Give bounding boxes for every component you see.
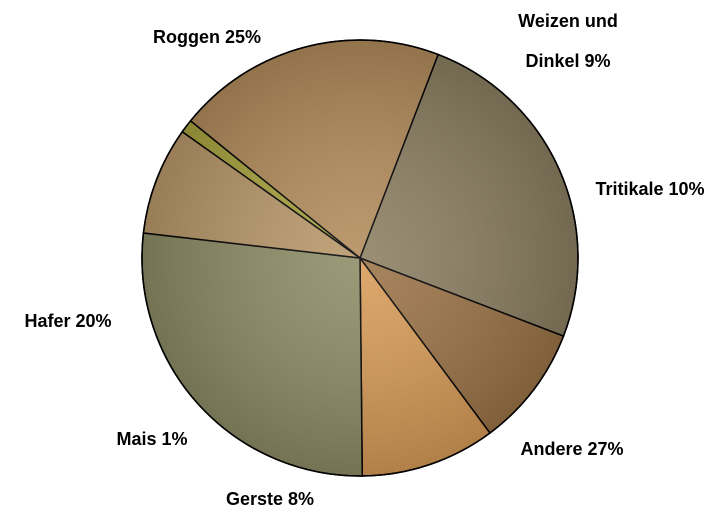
slice-label: Hafer 20% <box>24 311 111 331</box>
slice-label: Dinkel 9% <box>525 51 610 71</box>
slice-label: Mais 1% <box>116 429 187 449</box>
slice-label: Weizen und <box>518 11 618 31</box>
chart: Roggen 25% Weizen und Dinkel 9% Tritikale 1… <box>0 0 727 520</box>
slice-label: Gerste 8% <box>226 489 314 509</box>
pie-shade <box>142 40 578 476</box>
slice-label: Tritikale 10% <box>595 179 704 199</box>
slice-label: Roggen 25% <box>153 27 261 47</box>
slice-label: Andere 27% <box>520 439 623 459</box>
